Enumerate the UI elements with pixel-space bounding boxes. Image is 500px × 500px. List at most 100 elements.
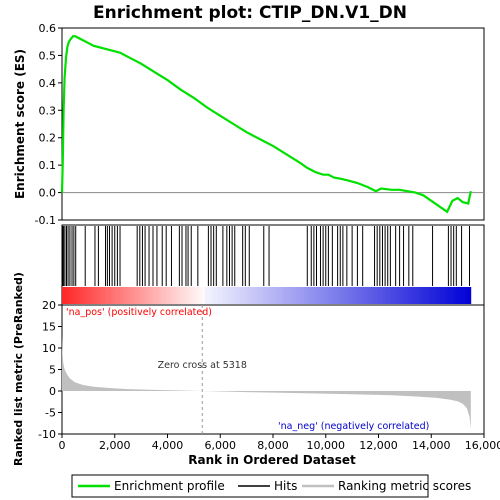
colorbar-segment — [196, 287, 200, 304]
colorbar-segment — [467, 287, 472, 304]
colorbar-segment — [389, 287, 393, 304]
colorbar-segment — [365, 287, 370, 304]
colorbar-segment — [424, 287, 428, 304]
colorbar-segment — [161, 287, 165, 304]
metric-y-tick-label: 5 — [49, 364, 56, 377]
colorbar-segment — [97, 287, 101, 304]
colorbar-segment — [459, 287, 463, 304]
es-y-axis-label: Enrichment score (ES) — [13, 49, 27, 199]
colorbar-segment — [464, 287, 469, 304]
colorbar-segment — [281, 287, 285, 304]
colorbar-segment — [272, 287, 276, 304]
colorbar-segment — [135, 287, 139, 304]
colorbar-segment — [193, 287, 197, 304]
colorbar-segment — [137, 287, 142, 304]
colorbar-segment — [447, 287, 451, 304]
colorbar-segment — [199, 287, 203, 304]
colorbar-segment — [181, 287, 186, 304]
colorbar-segment — [254, 287, 259, 304]
colorbar-segment — [304, 287, 308, 304]
zero-cross-annotation: Zero cross at 5318 — [158, 360, 247, 371]
x-tick-label: 4,000 — [152, 439, 184, 452]
colorbar-segment — [286, 287, 291, 304]
colorbar-segment — [438, 287, 443, 304]
colorbar-segment — [336, 287, 340, 304]
colorbar-segment — [269, 287, 273, 304]
colorbar-segment — [462, 287, 466, 304]
ranking-metric-area — [62, 335, 471, 429]
colorbar-segment — [67, 287, 72, 304]
x-tick-label: 8,000 — [257, 439, 289, 452]
colorbar-segment — [70, 287, 75, 304]
metric-y-axis-label: Ranked list metric (PreRanked) — [12, 272, 25, 466]
colorbar-segment — [234, 287, 238, 304]
colorbar-segment — [216, 287, 221, 304]
colorbar-segment — [99, 287, 104, 304]
es-y-tick-label: 0.0 — [39, 187, 57, 200]
colorbar-segment — [266, 287, 270, 304]
colorbar-segment — [342, 287, 346, 304]
colorbar-segment — [140, 287, 145, 304]
hits-panel — [61, 224, 485, 306]
metric-plot-frame — [61, 304, 485, 435]
metric-y-tick-label: -5 — [45, 407, 56, 420]
colorbar-segment — [324, 287, 329, 304]
legend: Enrichment profile Hits Ranking metric s… — [71, 474, 471, 498]
colorbar-segment — [123, 287, 127, 304]
colorbar-segment — [102, 287, 107, 304]
ranked-list-colorbar — [62, 287, 472, 304]
colorbar-segment — [283, 287, 288, 304]
colorbar-segment — [152, 287, 156, 304]
colorbar-segment — [190, 287, 194, 304]
colorbar-segment — [359, 287, 364, 304]
colorbar-segment — [105, 287, 110, 304]
colorbar-segment — [263, 287, 267, 304]
metric-y-tick-label: 10 — [42, 342, 56, 355]
colorbar-segment — [225, 287, 229, 304]
colorbar-segment — [248, 287, 253, 304]
colorbar-segment — [345, 287, 349, 304]
colorbar-segment — [91, 287, 95, 304]
es-y-tick-label: 0.2 — [39, 132, 57, 145]
colorbar-segment — [348, 287, 352, 304]
colorbar-segment — [368, 287, 372, 304]
colorbar-segment — [456, 287, 460, 304]
es-y-tick-label: 0.4 — [39, 77, 57, 90]
colorbar-segment — [62, 287, 66, 304]
colorbar-segment — [292, 287, 297, 304]
legend-label-enrichment: Enrichment profile — [114, 479, 225, 493]
colorbar-segment — [129, 287, 133, 304]
colorbar-segment — [175, 287, 180, 304]
colorbar-segment — [298, 287, 302, 304]
colorbar-segment — [146, 287, 151, 304]
x-tick-label: 14,000 — [412, 439, 451, 452]
colorbar-segment — [228, 287, 232, 304]
colorbar-segment — [400, 287, 405, 304]
colorbar-segment — [126, 287, 130, 304]
x-tick-label: 0 — [59, 439, 66, 452]
colorbar-segment — [178, 287, 183, 304]
colorbar-segment — [310, 287, 314, 304]
colorbar-segment — [187, 287, 191, 304]
x-axis-label: Rank in Ordered Dataset — [188, 453, 356, 467]
colorbar-segment — [444, 287, 448, 304]
enrichment-profile-line — [60, 35, 472, 214]
colorbar-segment — [354, 287, 358, 304]
colorbar-segment — [415, 287, 419, 304]
colorbar-segment — [213, 287, 218, 304]
colorbar-segment — [289, 287, 294, 304]
colorbar-segment — [245, 287, 250, 304]
colorbar-segment — [208, 287, 212, 304]
colorbar-segment — [73, 287, 78, 304]
enrichment-score-panel: -0.1 0.0 0.1 0.2 0.3 0.4 0.5 0.6 Enrichment sco… — [13, 22, 485, 227]
colorbar-segment — [132, 287, 136, 304]
colorbar-segment — [257, 287, 261, 304]
colorbar-segment — [278, 287, 282, 304]
ranking-metric-panel: -10 -5 0 5 10 15 20 Zero cross at 5318 'na_pos… — [12, 272, 485, 466]
colorbar-segment — [158, 287, 162, 304]
colorbar-segment — [429, 287, 434, 304]
colorbar-segment — [356, 287, 361, 304]
es-plot-frame — [61, 27, 485, 221]
es-y-tick-label: -0.1 — [35, 214, 56, 227]
colorbar-segment — [391, 287, 396, 304]
